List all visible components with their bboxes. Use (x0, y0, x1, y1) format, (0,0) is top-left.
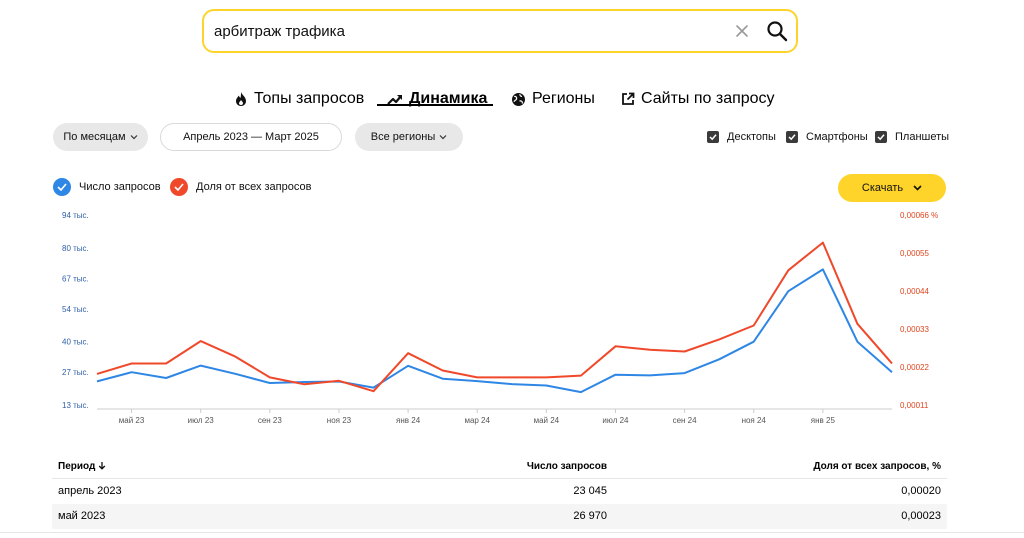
x-tick-label: май 23 (119, 416, 145, 425)
series-line-query-count (96, 268, 893, 394)
globe-icon (512, 92, 525, 106)
check-icon (57, 183, 67, 191)
cell-share: 0,00020 (901, 485, 941, 497)
regions-label: Все регионы (370, 131, 436, 143)
tab-sites-label: Сайты по запросу (641, 90, 775, 107)
y-left-tick-label: 54 тыс. (62, 305, 89, 314)
page-bottom-divider (0, 532, 1024, 533)
search-box (202, 9, 798, 53)
x-tick-label: июл 23 (188, 416, 215, 425)
header-period[interactable]: Период (58, 461, 106, 472)
cell-count: 23 045 (573, 485, 607, 497)
check-icon (709, 134, 717, 141)
chevron-down-icon (913, 185, 922, 191)
external-link-icon (622, 92, 635, 105)
x-tick-label: ноя 24 (742, 416, 767, 425)
checkbox-box (786, 131, 798, 143)
y-right-tick-label: 0,00022 (900, 363, 929, 372)
y-right-tick-label: 0,00033 (900, 325, 929, 334)
header-count[interactable]: Число запросов (526, 461, 607, 472)
x-tick-label: мар 24 (464, 416, 490, 425)
tab-top-queries[interactable]: Топы запросов (234, 86, 364, 112)
close-icon[interactable] (734, 23, 750, 39)
y-left-tick-label: 13 тыс. (62, 401, 89, 410)
table-row: май 2023 26 970 0,00023 (52, 504, 947, 529)
check-icon (877, 134, 885, 141)
check-icon (788, 134, 796, 141)
checkbox-smartphones[interactable]: Смартфоны (786, 130, 868, 144)
checkbox-smartphones-label: Смартфоны (806, 131, 868, 143)
regions-select[interactable]: Все регионы (355, 123, 463, 151)
data-table: Период Число запросов Доля от всех запро… (52, 455, 947, 529)
tab-dynamics-label: Динамика (409, 90, 488, 107)
x-tick-label: янв 24 (396, 416, 421, 425)
tab-sites[interactable]: Сайты по запросу (621, 86, 775, 112)
chevron-down-icon (130, 135, 138, 140)
legend-share[interactable]: Доля от всех запросов (170, 177, 311, 197)
table-row: апрель 2023 23 045 0,00020 (52, 479, 947, 504)
y-right-tick-label: 0,00044 (900, 287, 929, 296)
period-group-label: По месяцам (63, 131, 126, 143)
x-tick-label: ноя 23 (327, 416, 352, 425)
y-right-tick-label: 0,00011 (900, 401, 929, 410)
series-line-share (96, 241, 893, 393)
x-tick-label: июл 24 (602, 416, 629, 425)
y-right-tick-label: 0,00066 % (900, 211, 938, 220)
legend-query-count-label: Число запросов (79, 181, 161, 193)
tabs-bar: Топы запросов Динамика Регионы Сайты по … (0, 86, 1024, 112)
trend-icon (387, 95, 402, 105)
tab-top-queries-label: Топы запросов (254, 90, 365, 107)
check-icon (174, 183, 184, 191)
cell-share: 0,00023 (901, 510, 941, 522)
checkbox-box (875, 131, 887, 143)
checkbox-desktops-label: Десктопы (727, 131, 776, 143)
x-tick-label: янв 25 (811, 416, 836, 425)
cell-period: май 2023 (58, 510, 106, 522)
date-range-picker[interactable]: Апрель 2023 — Март 2025 (160, 123, 342, 151)
y-left-tick-label: 67 тыс. (62, 274, 89, 283)
y-left-tick-label: 27 тыс. (62, 368, 89, 377)
legend-share-label: Доля от всех запросов (196, 181, 312, 193)
tab-regions[interactable]: Регионы (511, 86, 595, 112)
x-tick-label: сен 23 (258, 416, 283, 425)
period-group-select[interactable]: По месяцам (53, 123, 148, 151)
date-range-label: Апрель 2023 — Март 2025 (183, 131, 319, 143)
checkbox-tablets[interactable]: Планшеты (875, 130, 949, 144)
active-tab-underline (377, 104, 493, 106)
legend-query-count[interactable]: Число запросов (53, 177, 161, 197)
y-left-tick-label: 40 тыс. (62, 338, 89, 347)
x-tick-label: май 24 (534, 416, 560, 425)
checkbox-box (707, 131, 719, 143)
checkbox-tablets-label: Планшеты (895, 131, 950, 143)
fire-icon (236, 92, 246, 106)
cell-count: 26 970 (573, 510, 607, 522)
x-tick-label: сен 24 (673, 416, 698, 425)
tab-regions-label: Регионы (532, 90, 595, 107)
y-right-tick-label: 0,00055 (900, 249, 929, 258)
download-button[interactable]: Скачать (838, 174, 946, 202)
y-left-tick-label: 80 тыс. (62, 244, 89, 253)
legend-blue-dot (53, 178, 71, 196)
arrow-down-icon (98, 462, 106, 470)
header-period-label: Период (58, 461, 96, 472)
download-label: Скачать (861, 182, 904, 194)
table-header: Период Число запросов Доля от всех запро… (52, 455, 947, 479)
search-icon[interactable] (766, 20, 788, 42)
y-left-tick-label: 94 тыс. (62, 211, 89, 220)
search-input[interactable] (214, 20, 714, 42)
header-share[interactable]: Доля от всех запросов, % (813, 461, 941, 472)
tab-dynamics[interactable]: Динамика (387, 86, 487, 112)
cell-period: апрель 2023 (58, 485, 122, 497)
legend-red-dot (170, 178, 188, 196)
chevron-down-icon (439, 135, 447, 140)
dynamics-chart: 13 тыс. 27 тыс. 40 тыс. 54 тыс. 67 тыс. 80 ты… (62, 211, 938, 425)
checkbox-desktops[interactable]: Десктопы (707, 130, 776, 144)
